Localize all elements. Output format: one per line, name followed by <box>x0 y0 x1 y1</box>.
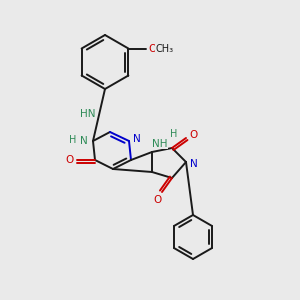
Text: O: O <box>66 155 74 165</box>
Text: NH: NH <box>152 139 168 149</box>
Text: O: O <box>154 195 162 205</box>
Text: CH₃: CH₃ <box>155 44 173 53</box>
Text: H: H <box>170 129 178 139</box>
Text: N: N <box>80 136 88 146</box>
Text: H: H <box>69 135 77 145</box>
Text: O: O <box>189 130 197 140</box>
Text: N: N <box>190 159 198 169</box>
Text: HN: HN <box>80 109 96 119</box>
Text: N: N <box>133 134 141 144</box>
Text: O: O <box>148 44 157 53</box>
